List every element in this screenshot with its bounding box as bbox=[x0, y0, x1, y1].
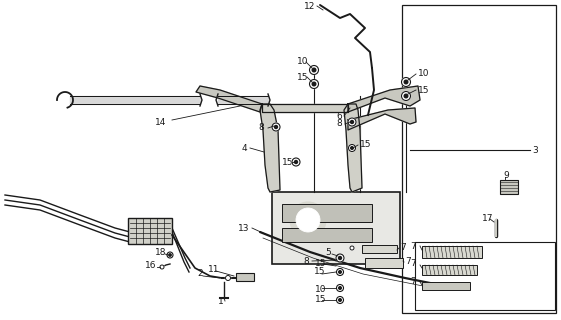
Circle shape bbox=[272, 123, 280, 131]
Polygon shape bbox=[196, 86, 262, 112]
Bar bbox=[236, 273, 254, 281]
Circle shape bbox=[292, 158, 300, 166]
Bar bbox=[500, 180, 518, 194]
Text: 10: 10 bbox=[315, 285, 327, 294]
Text: 13: 13 bbox=[238, 223, 250, 233]
Circle shape bbox=[310, 79, 319, 89]
Circle shape bbox=[336, 254, 344, 262]
Circle shape bbox=[339, 287, 341, 289]
Text: 15: 15 bbox=[315, 259, 327, 268]
Text: 11: 11 bbox=[208, 265, 219, 274]
Circle shape bbox=[351, 147, 353, 149]
Bar bbox=[362, 245, 397, 253]
Circle shape bbox=[167, 252, 173, 258]
Circle shape bbox=[337, 284, 343, 292]
Text: 15: 15 bbox=[418, 85, 430, 94]
Text: 6: 6 bbox=[336, 111, 342, 121]
Circle shape bbox=[404, 80, 408, 84]
Circle shape bbox=[337, 297, 343, 303]
Text: 5: 5 bbox=[325, 247, 331, 257]
Polygon shape bbox=[348, 86, 420, 112]
Text: 2: 2 bbox=[197, 269, 203, 278]
Text: 8: 8 bbox=[336, 118, 342, 127]
Text: 7: 7 bbox=[410, 260, 416, 268]
Circle shape bbox=[339, 271, 341, 273]
Circle shape bbox=[312, 68, 316, 72]
Bar bbox=[128, 218, 172, 244]
Circle shape bbox=[348, 118, 356, 126]
Circle shape bbox=[290, 202, 326, 238]
Circle shape bbox=[310, 66, 319, 75]
Bar bbox=[422, 282, 470, 290]
Circle shape bbox=[339, 299, 341, 301]
Text: 10: 10 bbox=[418, 68, 430, 77]
Circle shape bbox=[160, 265, 164, 269]
Bar bbox=[365, 258, 403, 268]
Text: 7: 7 bbox=[410, 276, 416, 285]
Text: 15: 15 bbox=[360, 140, 371, 148]
Circle shape bbox=[169, 254, 171, 256]
Circle shape bbox=[295, 161, 297, 164]
Circle shape bbox=[312, 82, 316, 86]
Text: 15: 15 bbox=[282, 157, 293, 166]
Text: 1: 1 bbox=[218, 298, 224, 307]
Polygon shape bbox=[262, 104, 348, 112]
Text: 12: 12 bbox=[304, 2, 316, 11]
Circle shape bbox=[348, 145, 356, 151]
Text: 14: 14 bbox=[155, 117, 167, 126]
Bar bbox=[422, 265, 477, 275]
Circle shape bbox=[402, 92, 411, 100]
Polygon shape bbox=[260, 104, 280, 192]
Text: 8: 8 bbox=[258, 123, 264, 132]
Bar bbox=[422, 246, 482, 258]
Circle shape bbox=[274, 125, 278, 129]
Text: 7: 7 bbox=[400, 243, 406, 252]
Text: 15: 15 bbox=[314, 268, 325, 276]
Text: 18: 18 bbox=[155, 247, 167, 257]
Text: 16: 16 bbox=[145, 261, 157, 270]
Circle shape bbox=[350, 246, 354, 250]
Bar bbox=[282, 228, 372, 242]
Bar bbox=[415, 242, 555, 310]
Circle shape bbox=[296, 208, 320, 232]
Text: 3: 3 bbox=[532, 146, 538, 155]
Text: 15: 15 bbox=[315, 294, 327, 303]
Polygon shape bbox=[348, 108, 416, 130]
Text: 7: 7 bbox=[405, 257, 411, 266]
Circle shape bbox=[226, 276, 231, 281]
Circle shape bbox=[404, 94, 408, 98]
Circle shape bbox=[338, 257, 342, 260]
Text: 15: 15 bbox=[297, 73, 309, 82]
Text: 7: 7 bbox=[410, 242, 416, 251]
Polygon shape bbox=[344, 104, 362, 192]
Text: 9: 9 bbox=[503, 171, 509, 180]
Circle shape bbox=[337, 268, 343, 276]
Text: 17: 17 bbox=[482, 213, 494, 222]
Text: 4: 4 bbox=[242, 143, 247, 153]
Bar bbox=[282, 204, 372, 222]
Bar bbox=[402, 5, 556, 313]
Text: 8: 8 bbox=[303, 257, 309, 266]
Text: 10: 10 bbox=[297, 57, 309, 66]
Bar bbox=[272, 192, 400, 264]
Circle shape bbox=[351, 121, 353, 124]
Circle shape bbox=[402, 77, 411, 86]
